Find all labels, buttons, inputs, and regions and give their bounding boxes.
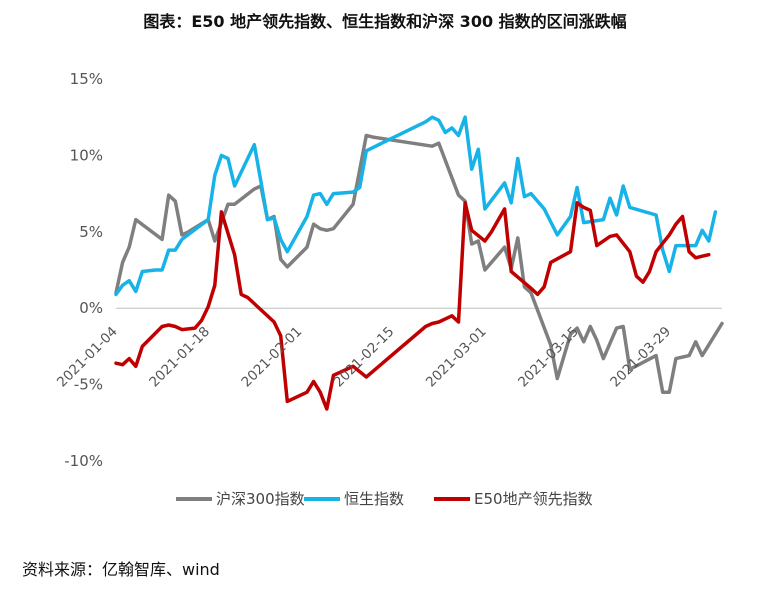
series-lines bbox=[114, 115, 724, 411]
source-note: 资料来源：亿翰智库、wind bbox=[22, 560, 220, 579]
y-tick-label: 5% bbox=[79, 223, 103, 241]
chart-title: 图表：E50 地产领先指数、恒生指数和沪深 300 指数的区间涨跌幅 bbox=[143, 12, 627, 31]
legend-label: E50地产领先指数 bbox=[474, 490, 593, 508]
series-line-3 bbox=[114, 201, 711, 411]
x-tick-label: 2021-03-29 bbox=[607, 324, 674, 391]
legend-label: 沪深300指数 bbox=[216, 490, 305, 508]
y-tick-label: 10% bbox=[70, 146, 103, 164]
legend: 沪深300指数 恒生指数 E50地产领先指数 bbox=[176, 490, 593, 508]
x-tick-label: 2021-02-01 bbox=[238, 324, 305, 391]
y-tick-label: 15% bbox=[70, 70, 103, 88]
series-line-1 bbox=[114, 133, 724, 394]
series-line-2 bbox=[114, 115, 718, 297]
x-tick-label: 2021-03-15 bbox=[515, 324, 582, 391]
y-tick-label: 0% bbox=[79, 299, 103, 317]
y-tick-label: -10% bbox=[64, 452, 103, 470]
x-tick-label: 2021-03-01 bbox=[423, 324, 490, 391]
y-tick-label: -5% bbox=[74, 376, 103, 394]
legend-label: 恒生指数 bbox=[344, 490, 404, 508]
y-axis-ticks: -10% -5% 0% 5% 10% 15% bbox=[64, 70, 103, 470]
